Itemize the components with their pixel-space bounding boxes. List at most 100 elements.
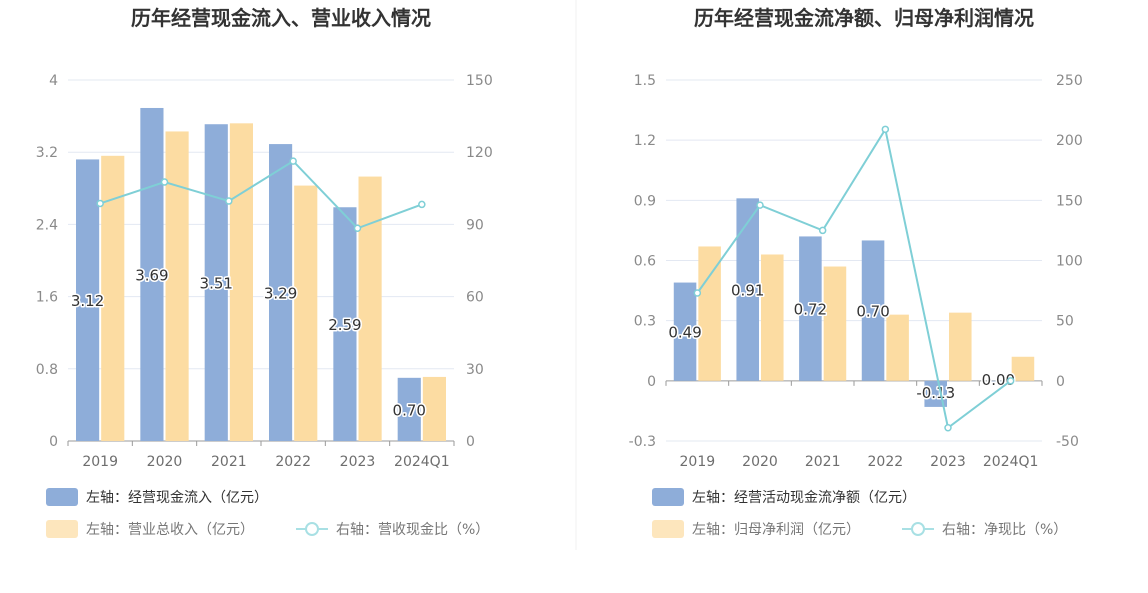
ratio-point[interactable] (944, 424, 952, 432)
bar-primary[interactable] (140, 107, 164, 441)
legend-label-cash-ratio[interactable]: 右轴：营收现金比（%） (336, 522, 489, 538)
y-left-tick-label: -0.3 (629, 434, 656, 450)
bar-primary[interactable] (397, 377, 421, 441)
y-right-tick-label: 30 (466, 362, 484, 378)
y-left-tick-label: 0.9 (634, 193, 656, 209)
y-left-tick-label: 0.3 (634, 314, 656, 330)
y-right-tick-label: 200 (1056, 133, 1083, 149)
bar-secondary[interactable] (823, 266, 847, 381)
bar-data-label: 2.59 (328, 316, 361, 334)
y-left-tick-label: 2.4 (36, 217, 58, 233)
bar-secondary[interactable] (761, 254, 784, 381)
y-left-tick-label: 4 (49, 73, 58, 89)
bar-secondary[interactable] (698, 246, 721, 381)
x-tick-label: 2019 (680, 454, 716, 470)
chart-1-title: 历年经营现金流入、营业收入情况 (131, 6, 431, 30)
y-left-tick-label: 1.2 (634, 133, 656, 149)
ratio-point[interactable] (818, 226, 827, 235)
legend-swatch-net-cash-flow[interactable] (652, 488, 684, 506)
x-tick-label: 2023 (340, 454, 376, 470)
x-tick-label: 2021 (211, 454, 247, 470)
bar-primary[interactable] (333, 207, 357, 441)
ratio-point[interactable] (160, 178, 169, 186)
bar-secondary[interactable] (294, 185, 318, 441)
ratio-line[interactable] (696, 126, 1012, 430)
bar-data-label: 0.70 (856, 303, 889, 321)
x-tick-label: 2022 (275, 454, 311, 470)
bar-secondary[interactable] (1011, 356, 1035, 381)
legend-swatch-cash-inflow[interactable] (46, 488, 78, 506)
legend-label-net-cash-flow[interactable]: 左轴：经营活动现金流净额（亿元） (692, 490, 916, 506)
y-left-tick-label: 0.8 (36, 362, 58, 378)
y-right-tick-label: 250 (1056, 73, 1083, 89)
bar-primary[interactable] (861, 240, 885, 381)
x-tick-label: 2023 (930, 454, 966, 470)
ratio-point[interactable] (96, 199, 104, 208)
bar-data-label: 3.69 (135, 266, 168, 284)
legend-label-revenue[interactable]: 左轴：营业总收入（亿元） (86, 522, 254, 538)
y-right-tick-label: 60 (466, 290, 484, 306)
bar-primary[interactable] (799, 236, 822, 381)
bar-secondary[interactable] (949, 312, 972, 381)
chart-2-title: 历年经营现金流净额、归母净利润情况 (694, 6, 1034, 30)
bar-data-label: 0.70 (393, 401, 426, 419)
chart-1-plot: 0 0.8 1.6 2.4 3.2 4 0 30 60 90 120 150 2019 2020 2021 2… (36, 73, 493, 470)
x-tick-label: 2020 (742, 454, 778, 470)
bar-primary[interactable] (204, 124, 228, 441)
bar-data-label: 0.91 (731, 282, 764, 300)
bar-secondary[interactable] (101, 155, 125, 441)
chart-1-legend: 左轴：经营现金流入（亿元） 左轴：营业总收入（亿元） 右轴：营收现金比（%） (46, 488, 489, 538)
y-left-tick-label: 1.6 (36, 290, 58, 306)
y-right-tick-label: 150 (466, 73, 493, 89)
bar-primary[interactable] (736, 198, 759, 381)
ratio-point[interactable] (353, 224, 362, 233)
legend-swatch-net-cash-ratio[interactable] (902, 522, 934, 536)
ratio-line[interactable] (99, 159, 423, 230)
y-right-tick-label: 50 (1056, 314, 1074, 330)
ratio-point[interactable] (881, 125, 890, 134)
bar-data-label: 0.72 (794, 301, 827, 319)
legend-label-cash-inflow[interactable]: 左轴：经营现金流入（亿元） (86, 490, 268, 506)
y-right-tick-label: 0 (466, 434, 475, 450)
y-left-tick-label: 0 (49, 434, 58, 450)
bar-secondary[interactable] (358, 176, 382, 441)
ratio-point[interactable] (1006, 377, 1015, 385)
y-right-tick-label: 120 (466, 145, 493, 161)
ratio-point[interactable] (756, 201, 764, 209)
bar-data-label: 3.12 (71, 292, 104, 310)
x-tick-label: 2024Q1 (394, 454, 450, 470)
x-tick-label: 2024Q1 (983, 454, 1039, 470)
legend-swatch-revenue[interactable] (46, 520, 78, 538)
ratio-point[interactable] (693, 289, 702, 297)
bar-primary[interactable] (76, 159, 100, 442)
y-right-tick-label: 0 (1056, 374, 1065, 390)
x-tick-label: 2020 (147, 454, 183, 470)
x-tick-label: 2019 (82, 454, 118, 470)
bar-secondary[interactable] (229, 123, 253, 441)
bar-data-label: 0.49 (668, 324, 701, 342)
x-tick-label: 2021 (805, 454, 841, 470)
y-right-tick-label: 150 (1056, 193, 1083, 209)
ratio-point[interactable] (225, 197, 233, 205)
bar-primary[interactable] (987, 380, 1010, 382)
bar-primary[interactable] (673, 282, 697, 381)
y-right-tick-label: -50 (1056, 434, 1079, 450)
bar-secondary[interactable] (165, 131, 189, 441)
legend-label-net-cash-ratio[interactable]: 右轴：净现比（%） (942, 522, 1067, 538)
bar-data-label: -0.13 (916, 384, 955, 402)
legend-swatch-cash-ratio[interactable] (296, 522, 328, 536)
legend-label-net-profit[interactable]: 左轴：归母净利润（亿元） (692, 521, 860, 538)
bar-secondary[interactable] (886, 314, 909, 381)
bar-primary[interactable] (269, 144, 293, 441)
y-right-tick-label: 100 (1056, 254, 1083, 270)
y-left-tick-label: 0 (647, 374, 656, 390)
ratio-point[interactable] (289, 157, 297, 165)
ratio-point[interactable] (418, 200, 426, 209)
bar-data-label: 3.29 (264, 285, 297, 303)
chart-2-legend: 左轴：经营活动现金流净额（亿元） 左轴：归母净利润（亿元） 右轴：净现比（%） (652, 488, 1067, 538)
y-left-tick-label: 1.5 (634, 73, 656, 89)
bar-secondary[interactable] (422, 376, 446, 441)
legend-swatch-net-profit[interactable] (652, 520, 684, 538)
bar-data-label: 3.51 (200, 275, 233, 293)
